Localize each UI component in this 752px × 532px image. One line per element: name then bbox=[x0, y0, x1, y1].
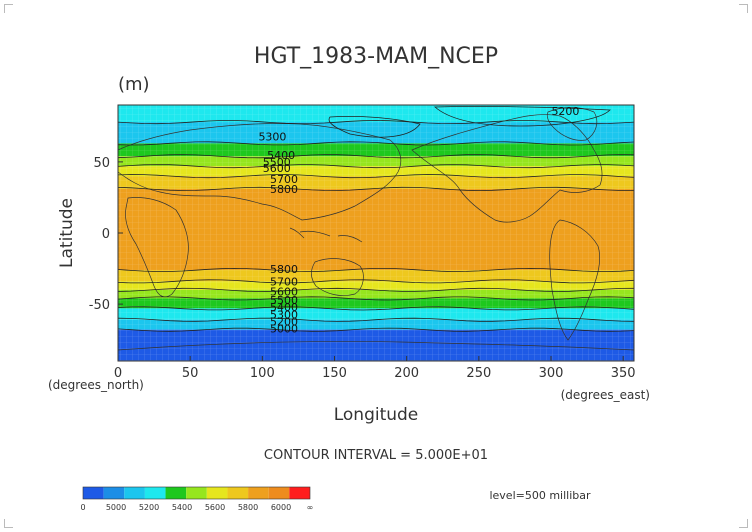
contour-label-10: 5500 bbox=[270, 294, 298, 307]
contour-label-6: 5800 bbox=[270, 183, 298, 196]
x-axis-label: Longitude bbox=[334, 405, 419, 425]
contour-5300 bbox=[328, 115, 421, 138]
colorbar-segment bbox=[124, 487, 145, 499]
level-note: level=500 millibar bbox=[489, 489, 591, 502]
contour-line-3 bbox=[118, 164, 634, 169]
x-tick-label: 0 bbox=[114, 366, 122, 381]
colorbar-segment bbox=[165, 487, 187, 499]
contour-line-0 bbox=[118, 120, 634, 125]
coast-australia bbox=[311, 258, 364, 296]
colorbar-segment bbox=[206, 487, 228, 499]
colorbar-segment bbox=[248, 487, 269, 499]
contour-label-4: 5600 bbox=[263, 162, 291, 175]
corner-mark-top-left bbox=[4, 4, 13, 13]
contour-line-2 bbox=[118, 154, 634, 159]
colorbar bbox=[82, 486, 311, 500]
contour-line-7 bbox=[118, 279, 634, 284]
colorbar-tick-label: 5400 bbox=[172, 503, 192, 512]
corner-mark-bottom-right bbox=[739, 519, 748, 528]
contour-label-14: 5000 bbox=[270, 323, 298, 336]
colorbar-tick-label: 5000 bbox=[106, 503, 126, 512]
x-axis-ticks: 0 50 100 150 200 250 300 350 bbox=[114, 356, 636, 381]
contour-label-8: 5700 bbox=[270, 276, 298, 289]
contour-label-5: 5700 bbox=[270, 173, 298, 186]
colorbar-frame bbox=[82, 486, 311, 500]
coast-north-america bbox=[411, 114, 603, 223]
coast-africa bbox=[125, 197, 189, 298]
coast-europe-asia bbox=[118, 123, 402, 221]
contour-line-6 bbox=[118, 267, 634, 273]
y-unit-note: (degrees_north) bbox=[48, 378, 144, 392]
colorbar-segment bbox=[268, 487, 290, 499]
x-tick-label: 300 bbox=[539, 366, 564, 381]
colorbar-tick-label: ∞ bbox=[307, 503, 314, 512]
corner-mark-top-right bbox=[739, 4, 748, 13]
coast-indonesia bbox=[289, 227, 363, 243]
x-tick-label: 200 bbox=[394, 366, 419, 381]
contour-label-13: 5200 bbox=[270, 315, 298, 328]
colorbar-segment bbox=[227, 487, 249, 499]
contour-line-12 bbox=[118, 327, 634, 332]
colorbar-segment bbox=[289, 487, 310, 499]
coast-south-america bbox=[549, 219, 601, 341]
x-tick-label: 250 bbox=[466, 366, 491, 381]
x-unit-note: (degrees_east) bbox=[561, 388, 650, 402]
contour-label-12: 5300 bbox=[270, 308, 298, 321]
contour-line-11 bbox=[118, 317, 634, 322]
contour-label-1: 5300 bbox=[258, 131, 286, 144]
colorbar-tick-label: 5600 bbox=[205, 503, 225, 512]
contour-line-8 bbox=[118, 287, 634, 292]
y-axis-ticks: 50 0 -50 bbox=[89, 156, 123, 313]
chart-title: HGT_1983-MAM_NCEP bbox=[254, 44, 498, 69]
colorbar-ticks: 0 5000 5200 5400 5600 5800 6000 ∞ bbox=[80, 503, 313, 512]
x-tick-label: 50 bbox=[182, 366, 199, 381]
contour-labels: 5200530054005500560057005800580057005600… bbox=[258, 105, 579, 336]
y-tick-label: 0 bbox=[102, 227, 110, 242]
contour-line-5 bbox=[118, 186, 634, 191]
y-axis-label: Latitude bbox=[57, 198, 77, 268]
x-tick-label: 350 bbox=[611, 366, 636, 381]
contour-line-10 bbox=[118, 306, 634, 311]
coast-antarctica bbox=[118, 341, 634, 351]
contour-interval-note: CONTOUR INTERVAL = 5.000E+01 bbox=[264, 448, 488, 463]
x-tick-label: 150 bbox=[322, 366, 347, 381]
y-tick-label: 50 bbox=[93, 156, 110, 171]
y-tick-label: -50 bbox=[89, 298, 110, 313]
corner-mark-bottom-left bbox=[4, 519, 13, 528]
contour-line-9 bbox=[118, 296, 634, 301]
contour-label-7: 5800 bbox=[270, 263, 298, 276]
contour-label-0: 5200 bbox=[551, 105, 579, 118]
units-label: (m) bbox=[118, 74, 150, 95]
contour-line-1 bbox=[118, 141, 634, 146]
contour-label-9: 5600 bbox=[270, 286, 298, 299]
colorbar-tick-label: 0 bbox=[80, 503, 85, 512]
contour-line-4 bbox=[118, 174, 634, 179]
contour-label-2: 5400 bbox=[267, 149, 295, 162]
colorbar-tick-label: 5800 bbox=[238, 503, 258, 512]
contour-label-3: 5500 bbox=[263, 156, 291, 169]
grid-overlay bbox=[118, 105, 634, 361]
contour-label-11: 5400 bbox=[270, 301, 298, 314]
colorbar-segment bbox=[103, 487, 125, 499]
colorbar-tick-label: 5200 bbox=[139, 503, 159, 512]
colorbar-tick-label: 6000 bbox=[271, 503, 291, 512]
x-tick-label: 100 bbox=[250, 366, 275, 381]
colorbar-segment bbox=[186, 487, 207, 499]
colorbar-segment bbox=[144, 487, 166, 499]
contour-lines bbox=[118, 106, 634, 332]
colorbar-segment bbox=[83, 487, 104, 499]
